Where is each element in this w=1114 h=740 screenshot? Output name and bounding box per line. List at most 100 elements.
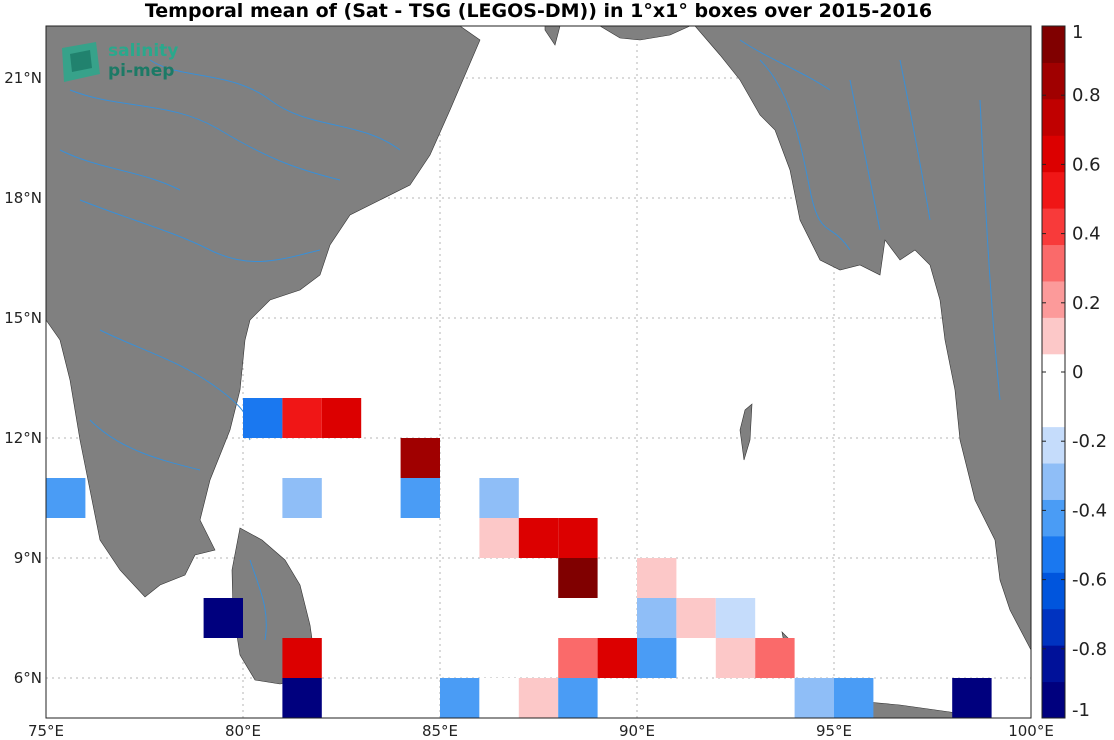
river-line — [89, 419, 201, 471]
river-line — [59, 149, 181, 191]
data-cell — [676, 598, 716, 638]
colorbar-bin — [1042, 244, 1065, 282]
lat-tick-label: 9°N — [14, 549, 42, 567]
river-line — [249, 559, 267, 641]
river-line — [849, 79, 881, 231]
logo-mark — [70, 50, 92, 72]
lat-tick-label: 21°N — [4, 69, 42, 87]
lat-tick-label: 6°N — [14, 669, 42, 687]
north-shore-land — [599, 26, 691, 41]
colorbar-bin — [1042, 171, 1065, 209]
colorbar-bin — [1042, 463, 1065, 500]
logo-text-salinity: salinity — [108, 41, 178, 61]
map-title: Temporal mean of (Sat - TSG (LEGOS-DM)) … — [144, 0, 933, 22]
data-cell — [518, 678, 559, 718]
colorbar-bin — [1042, 572, 1065, 610]
data-cell — [794, 678, 834, 718]
lat-tick-label: 12°N — [4, 429, 42, 447]
map-frame — [45, 25, 1032, 719]
colorbar-bin — [1042, 208, 1065, 246]
data-cell — [282, 478, 322, 518]
colorbar-tick-label: -0.4 — [1072, 500, 1107, 521]
data-cell — [282, 678, 322, 718]
colorbar-tick-label: 1 — [1072, 22, 1083, 43]
lon-tick-label: 75°E — [28, 722, 64, 740]
north-shore-land — [544, 26, 561, 46]
data-cell — [715, 598, 756, 638]
data-cell — [479, 478, 519, 518]
myanmar-land — [694, 26, 1031, 651]
colorbar-tick-label: -1 — [1072, 700, 1090, 721]
data-cell — [282, 398, 322, 438]
data-cell — [558, 638, 598, 678]
axis-ticks: 75°E 80°E 85°E 90°E 95°E 100°E 6°N 9°N 12°N 15°N 1… — [4, 69, 1054, 740]
data-cell — [952, 678, 992, 718]
data-cell — [597, 638, 637, 678]
river-line — [759, 59, 851, 251]
colorbar-tick-label: -0.2 — [1072, 431, 1107, 452]
logo-text-pi-mep: pi-mep — [108, 61, 174, 81]
data-cell — [282, 638, 322, 678]
data-cell — [637, 558, 677, 598]
colorbar-bin — [1042, 353, 1065, 391]
data-cell — [46, 478, 86, 518]
lon-tick-label: 100°E — [1008, 722, 1054, 740]
rivers — [59, 39, 1001, 641]
lon-tick-label: 85°E — [422, 722, 458, 740]
lon-tick-label: 95°E — [816, 722, 852, 740]
lon-tick-label: 80°E — [225, 722, 261, 740]
salinity-pi-mep-logo: salinity pi-mep — [62, 41, 178, 82]
colorbar-bin — [1042, 98, 1065, 136]
colorbar-bin — [1042, 426, 1065, 464]
river-line — [149, 59, 401, 151]
data-cell — [479, 678, 519, 718]
colorbar-bin — [1042, 608, 1065, 646]
colorbar-tick-label: 0.2 — [1072, 293, 1101, 314]
data-cell — [243, 398, 283, 438]
colorbar-tick-label: 0.8 — [1072, 85, 1101, 106]
data-cell — [834, 678, 874, 718]
lat-tick-label: 15°N — [4, 309, 42, 327]
colorbar-bin — [1042, 62, 1065, 100]
lat-tick-label: 18°N — [4, 189, 42, 207]
colorbar-bin — [1042, 280, 1065, 318]
india-land — [46, 26, 481, 598]
data-cell — [203, 598, 243, 638]
andaman-island — [739, 403, 753, 461]
data-cell — [321, 398, 362, 438]
colorbar-tick-label: 0.4 — [1072, 224, 1101, 245]
data-cell — [558, 678, 598, 718]
river-line — [979, 99, 1001, 401]
colorbar-bin — [1042, 317, 1065, 355]
river-line — [79, 199, 321, 262]
data-cell — [637, 638, 677, 678]
colorbar-bin — [1042, 499, 1065, 537]
data-cell — [400, 438, 440, 478]
colorbar-bin — [1042, 535, 1065, 573]
river-line — [899, 59, 931, 221]
colorbar-tick-label: 0.6 — [1072, 154, 1101, 175]
river-line — [739, 39, 831, 91]
data-cell — [715, 638, 756, 678]
data-cell — [558, 518, 598, 558]
data-cell — [755, 638, 795, 678]
colorbar: 1 0.8 0.6 0.4 0.2 0 -0.2 -0.4 -0.6 -0.8 -1 — [1041, 22, 1107, 721]
data-cell — [637, 598, 677, 638]
colorbar-bin — [1042, 135, 1065, 173]
data-cell — [518, 518, 559, 558]
data-cell — [558, 558, 598, 598]
data-cell — [440, 678, 480, 718]
lon-tick-label: 90°E — [619, 722, 655, 740]
colorbar-bin — [1042, 26, 1065, 63]
colorbar-tick-label: -0.6 — [1072, 570, 1107, 591]
river-line — [69, 89, 341, 181]
data-cell — [400, 478, 440, 518]
colorbar-bin — [1042, 645, 1065, 683]
colorbar-bin — [1042, 390, 1065, 428]
colorbar-tick-label: -0.8 — [1072, 639, 1107, 660]
colorbar-bin — [1042, 681, 1065, 719]
data-cell — [479, 518, 519, 558]
colorbar-tick-label: 0 — [1072, 362, 1083, 383]
data-cells — [46, 398, 992, 718]
